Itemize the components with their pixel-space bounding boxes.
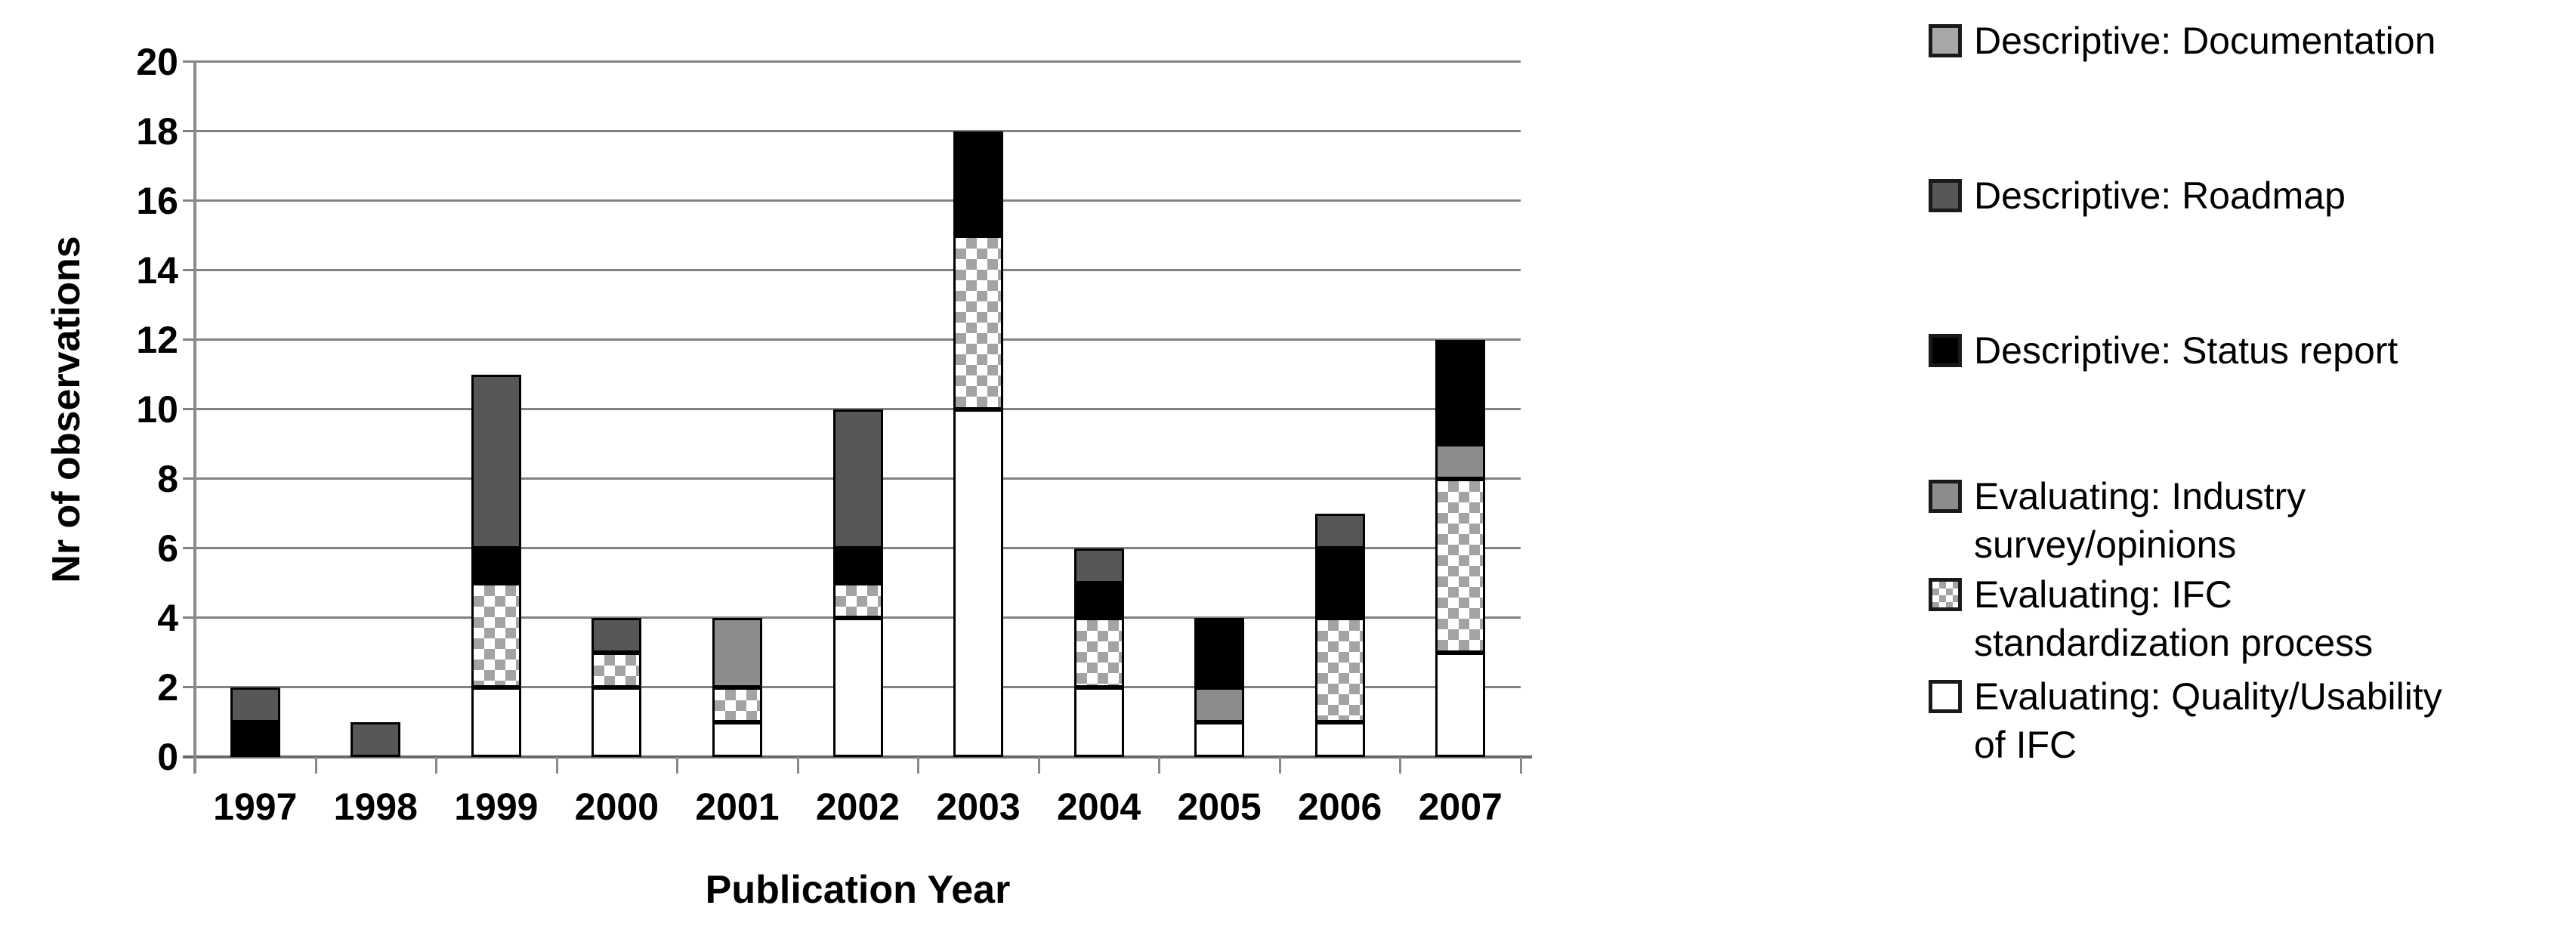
x-tick-label: 2002 <box>815 786 900 828</box>
x-axis-tick <box>1278 757 1281 774</box>
bar-segment <box>712 722 762 757</box>
x-axis-tick <box>1520 757 1522 774</box>
bar-segment <box>832 548 883 583</box>
y-tick-label: 12 <box>136 319 178 361</box>
bar-segment <box>471 583 521 687</box>
bar-segment <box>953 236 1004 409</box>
legend-swatch-ifc-standardization <box>1929 578 1962 611</box>
y-tick-label: 16 <box>136 180 178 222</box>
bar-segment <box>1314 722 1365 757</box>
bar-segment <box>953 131 1004 236</box>
gridline <box>183 130 1521 132</box>
bar-segment <box>1194 687 1245 722</box>
x-tick-label: 2001 <box>695 786 780 828</box>
legend-swatch-industry-survey <box>1929 480 1962 513</box>
x-tick-label: 2003 <box>936 786 1021 828</box>
bar-segment <box>591 653 642 687</box>
bar-segment <box>1435 479 1486 653</box>
bar-segment <box>1314 548 1365 618</box>
x-axis-tick <box>1037 757 1040 774</box>
legend-item: Evaluating: IFC standardization process <box>1929 570 2576 667</box>
bar-segment <box>1314 618 1365 722</box>
y-tick-label: 0 <box>157 736 178 778</box>
bar-segment <box>471 375 521 548</box>
y-axis-line <box>193 62 196 774</box>
y-tick-label: 20 <box>136 41 178 83</box>
y-tick-label: 6 <box>157 527 178 570</box>
bar-segment <box>1314 514 1365 548</box>
bar-segment <box>1435 444 1486 479</box>
gridline <box>183 199 1521 202</box>
bar-segment <box>832 583 883 618</box>
bar-segment <box>591 618 642 653</box>
bar-segment <box>832 409 883 548</box>
x-axis-tick <box>1399 757 1402 774</box>
y-tick-label: 2 <box>157 666 178 709</box>
legend-label: Evaluating: Industry survey/opinions <box>1974 475 2306 566</box>
legend-item: Evaluating: Industry survey/opinions <box>1929 472 2576 569</box>
bar-segment <box>471 687 521 757</box>
x-tick-label: 1998 <box>333 786 418 828</box>
x-tick-label: 2007 <box>1418 786 1503 828</box>
legend-item: Descriptive: Documentation <box>1929 17 2576 65</box>
bar-segment <box>591 687 642 757</box>
y-tick-label: 14 <box>136 249 178 292</box>
y-tick-label: 18 <box>136 110 178 153</box>
bar-segment <box>1435 340 1486 444</box>
bar-segment <box>953 409 1004 757</box>
gridline <box>183 269 1521 271</box>
legend-item: Descriptive: Roadmap <box>1929 171 2576 220</box>
bar-segment <box>1194 722 1245 757</box>
x-tick-label: 2004 <box>1056 786 1141 828</box>
legend-swatch-documentation <box>1929 24 1962 57</box>
x-axis-tick <box>435 757 438 774</box>
x-tick-label: 1999 <box>454 786 539 828</box>
legend-label: Descriptive: Status report <box>1974 329 2398 372</box>
x-axis-tick <box>314 757 317 774</box>
gridline <box>183 338 1521 341</box>
bar-segment <box>712 687 762 722</box>
x-axis-tick <box>1158 757 1161 774</box>
x-axis-tick <box>917 757 920 774</box>
x-axis-tick <box>676 757 679 774</box>
x-axis-tick <box>555 757 558 774</box>
x-axis-line <box>183 755 1532 758</box>
x-axis-title: Publication Year <box>705 868 1011 912</box>
bar-segment <box>1435 653 1486 757</box>
legend-label: Descriptive: Documentation <box>1974 20 2436 62</box>
bar-segment <box>471 548 521 583</box>
bar-segment <box>1073 583 1124 618</box>
x-tick-label: 1997 <box>213 786 298 828</box>
chart-legend: Descriptive: Documentation Descriptive: … <box>1929 0 2576 936</box>
x-tick-label: 2006 <box>1298 786 1382 828</box>
gridline <box>183 408 1521 410</box>
bar-segment <box>1073 618 1124 687</box>
bar-segment <box>1194 618 1245 687</box>
x-axis-tick <box>796 757 799 774</box>
y-tick-label: 10 <box>136 388 178 431</box>
legend-item: Descriptive: Status report <box>1929 326 2576 375</box>
legend-label: Evaluating: IFC standardization process <box>1974 573 2374 664</box>
legend-swatch-status-report <box>1929 334 1962 367</box>
legend-label: Descriptive: Roadmap <box>1974 175 2346 217</box>
bar-segment <box>1073 548 1124 583</box>
legend-item: Evaluating: Quality/Usability of IFC <box>1929 672 2576 769</box>
x-tick-label: 2005 <box>1177 786 1262 828</box>
bar-segment <box>351 722 401 757</box>
bar-segment <box>230 722 280 757</box>
legend-label: Evaluating: Quality/Usability of IFC <box>1974 675 2442 766</box>
legend-swatch-quality-usability <box>1929 680 1962 713</box>
y-tick-label: 8 <box>157 458 178 500</box>
bar-segment <box>832 618 883 757</box>
bar-segment <box>1073 687 1124 757</box>
x-axis-tick <box>194 757 196 774</box>
bar-segment <box>712 618 762 687</box>
x-tick-label: 2000 <box>574 786 659 828</box>
bar-segment <box>230 687 280 722</box>
legend-swatch-roadmap <box>1929 179 1962 212</box>
gridline <box>183 60 1521 63</box>
y-tick-label: 4 <box>157 597 178 639</box>
